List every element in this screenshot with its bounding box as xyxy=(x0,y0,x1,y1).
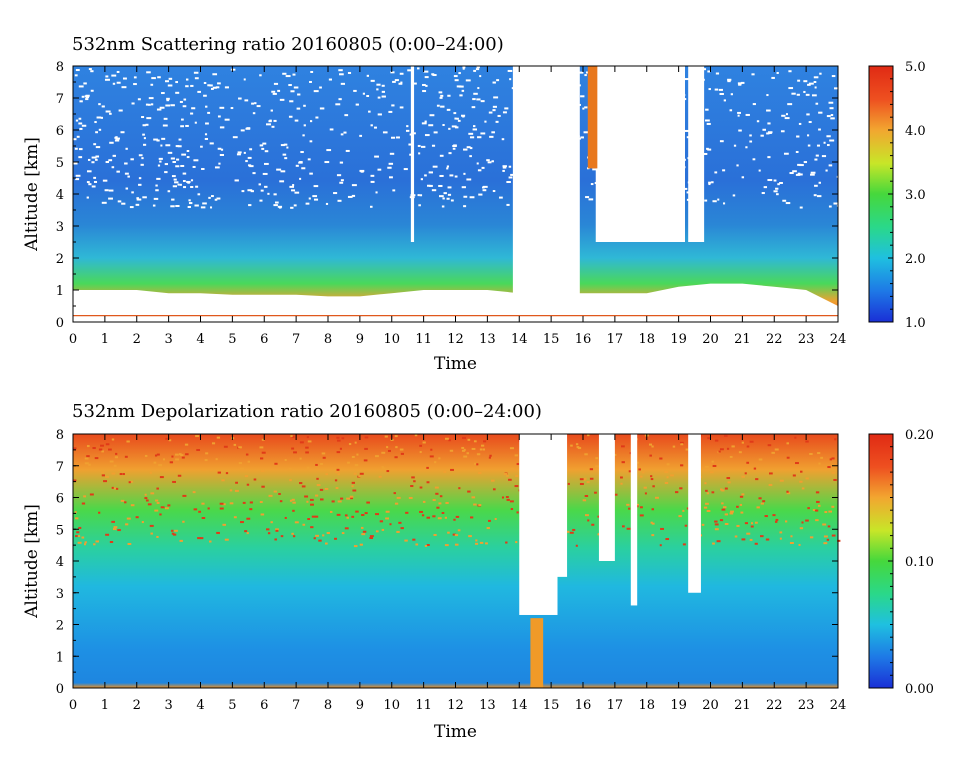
heatmap-field xyxy=(73,434,838,688)
x-tick-label: 7 xyxy=(292,698,300,713)
dust-column xyxy=(530,618,544,688)
x-tick-label: 9 xyxy=(356,332,364,347)
x-tick-label: 9 xyxy=(356,698,364,713)
colorbar-tick-label: 0.20 xyxy=(905,428,934,443)
colorbar-tick-label: 5.0 xyxy=(905,60,926,75)
cloud-gap xyxy=(630,434,638,606)
x-tick-label: 0 xyxy=(69,698,77,713)
y-tick-label: 0 xyxy=(56,682,64,697)
x-tick-label: 22 xyxy=(766,332,783,347)
x-tick-label: 16 xyxy=(575,698,592,713)
x-tick-label: 10 xyxy=(383,698,400,713)
x-tick-label: 5 xyxy=(228,332,236,347)
colorbar-tick-label: 3.0 xyxy=(905,188,926,203)
cloud-gap xyxy=(557,434,568,577)
x-tick-label: 4 xyxy=(196,332,204,347)
y-axis-label: Altitude [km] xyxy=(22,137,42,252)
y-tick-label: 4 xyxy=(56,555,64,570)
scattering-ratio-panel: 532nm Scattering ratio 20160805 (0:00–24… xyxy=(22,34,926,374)
x-tick-label: 12 xyxy=(447,698,464,713)
y-tick-label: 7 xyxy=(56,92,64,107)
x-tick-label: 6 xyxy=(260,332,268,347)
cloud-column xyxy=(587,66,598,169)
cloud-gap xyxy=(688,66,705,242)
y-tick-label: 8 xyxy=(56,60,64,75)
x-tick-label: 4 xyxy=(196,698,204,713)
x-tick-label: 21 xyxy=(734,332,751,347)
colorbar-tick-label: 2.0 xyxy=(905,252,926,267)
cloud-gap xyxy=(519,434,558,615)
cloud-gap xyxy=(595,66,685,242)
x-tick-label: 12 xyxy=(447,332,464,347)
x-tick-label: 22 xyxy=(766,698,783,713)
x-tick-label: 18 xyxy=(638,332,655,347)
x-tick-label: 24 xyxy=(830,332,847,347)
colorbar-tick-label: 0.00 xyxy=(905,682,934,697)
x-tick-label: 8 xyxy=(324,332,332,347)
y-tick-label: 6 xyxy=(56,124,64,139)
chart-title: 532nm Scattering ratio 20160805 (0:00–24… xyxy=(72,34,504,55)
x-tick-label: 2 xyxy=(133,332,141,347)
x-tick-label: 11 xyxy=(415,332,432,347)
y-tick-label: 2 xyxy=(56,252,64,267)
cloud-gap xyxy=(598,434,615,561)
y-axis-label: Altitude [km] xyxy=(22,504,42,619)
colorbar-tick-label: 4.0 xyxy=(905,124,926,139)
x-tick-label: 23 xyxy=(798,698,815,713)
y-tick-label: 2 xyxy=(56,619,64,634)
depolarization-ratio-panel: 532nm Depolarization ratio 20160805 (0:0… xyxy=(22,401,934,742)
x-tick-label: 13 xyxy=(479,698,496,713)
x-axis-label: Time xyxy=(434,722,477,742)
y-tick-label: 3 xyxy=(56,587,64,602)
x-tick-label: 20 xyxy=(702,332,719,347)
y-tick-label: 5 xyxy=(56,156,64,171)
cloud-gap xyxy=(512,66,580,313)
x-tick-label: 19 xyxy=(670,698,687,713)
x-tick-label: 14 xyxy=(511,332,528,347)
x-tick-label: 15 xyxy=(543,332,560,347)
x-tick-label: 1 xyxy=(101,332,109,347)
x-tick-label: 0 xyxy=(69,332,77,347)
colorbar-tick-label: 1.0 xyxy=(905,316,926,331)
y-tick-label: 3 xyxy=(56,220,64,235)
x-tick-label: 7 xyxy=(292,332,300,347)
x-tick-label: 5 xyxy=(228,698,236,713)
x-tick-label: 11 xyxy=(415,698,432,713)
y-tick-label: 7 xyxy=(56,460,64,475)
y-tick-label: 1 xyxy=(56,284,64,299)
x-tick-label: 15 xyxy=(543,698,560,713)
x-tick-label: 19 xyxy=(670,332,687,347)
x-tick-label: 17 xyxy=(607,698,624,713)
chart-title: 532nm Depolarization ratio 20160805 (0:0… xyxy=(72,401,542,422)
x-tick-label: 6 xyxy=(260,698,268,713)
x-tick-label: 8 xyxy=(324,698,332,713)
x-tick-label: 18 xyxy=(638,698,655,713)
x-tick-label: 3 xyxy=(164,698,172,713)
x-tick-label: 24 xyxy=(830,698,847,713)
x-tick-label: 3 xyxy=(164,332,172,347)
x-tick-label: 20 xyxy=(702,698,719,713)
y-tick-label: 6 xyxy=(56,492,64,507)
y-tick-label: 4 xyxy=(56,188,64,203)
cloud-gap xyxy=(410,66,415,242)
x-tick-label: 1 xyxy=(101,698,109,713)
y-tick-label: 8 xyxy=(56,428,64,443)
colorbar-tick-label: 0.10 xyxy=(905,555,934,570)
x-tick-label: 10 xyxy=(383,332,400,347)
x-tick-label: 16 xyxy=(575,332,592,347)
x-tick-label: 2 xyxy=(133,698,141,713)
y-tick-label: 0 xyxy=(56,316,64,331)
x-tick-label: 13 xyxy=(479,332,496,347)
cloud-gap xyxy=(688,434,701,593)
y-tick-label: 1 xyxy=(56,650,64,665)
x-axis-label: Time xyxy=(434,354,477,374)
x-tick-label: 17 xyxy=(607,332,624,347)
y-tick-label: 5 xyxy=(56,523,64,538)
heatmap-field xyxy=(73,66,838,322)
below-boundary-region xyxy=(73,283,838,322)
x-tick-label: 21 xyxy=(734,698,751,713)
x-tick-label: 23 xyxy=(798,332,815,347)
x-tick-label: 14 xyxy=(511,698,528,713)
